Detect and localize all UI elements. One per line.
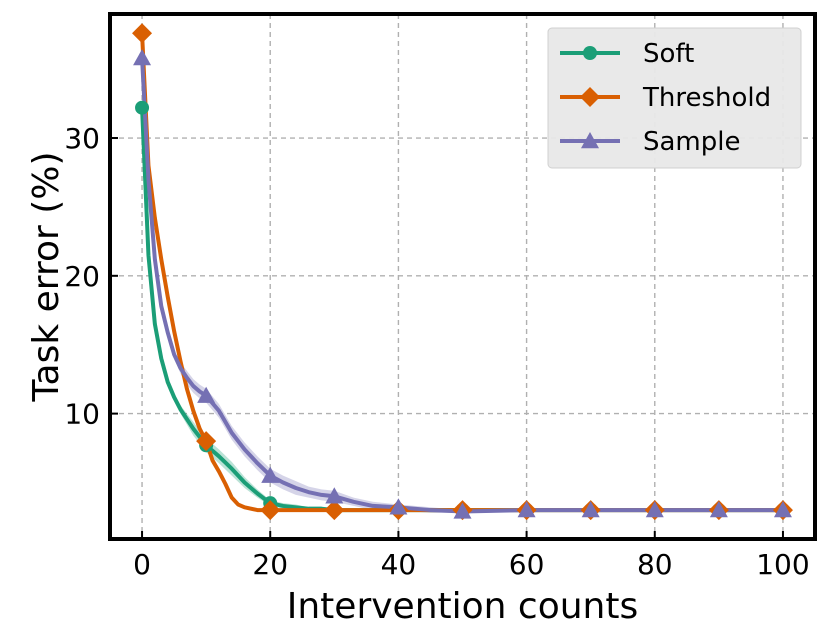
legend-soft-marker: [583, 46, 597, 60]
threshold-point: [196, 431, 217, 452]
sample-point: [389, 498, 408, 515]
sample-point: [581, 501, 600, 518]
x-axis-label: Intervention counts: [287, 586, 639, 627]
x-tick-label: 0: [133, 548, 151, 581]
legend-box: [547, 27, 802, 169]
sample-point: [773, 501, 792, 518]
legend-soft-label: Soft: [643, 39, 694, 69]
series-markers: [132, 23, 793, 521]
x-tick-label: 100: [756, 548, 809, 581]
x-tick-label: 20: [252, 548, 288, 581]
axis-ticks: 0 20 40 60 80 100 10 20 30: [64, 122, 809, 581]
y-tick-label: 10: [64, 398, 100, 431]
legend-threshold-marker: [580, 87, 600, 107]
sample-point: [709, 501, 728, 518]
sample-point: [197, 386, 216, 403]
sample-point: [325, 487, 344, 504]
sample-point: [517, 501, 536, 518]
sample-point: [261, 466, 280, 483]
x-tick-label: 40: [381, 548, 417, 581]
sample-point: [133, 49, 152, 66]
y-tick-label: 20: [64, 260, 100, 293]
y-axis-label: Task error (%): [26, 151, 67, 402]
sample-point: [453, 502, 472, 519]
x-tick-label: 80: [637, 548, 673, 581]
legend-sample-marker: [581, 132, 599, 149]
sample-point: [645, 501, 664, 518]
grid: [110, 14, 815, 539]
legend: Soft Threshold Sample: [547, 27, 802, 169]
threshold-point: [324, 500, 345, 521]
x-tick-label: 60: [509, 548, 545, 581]
threshold-point: [260, 500, 281, 521]
soft-point: [135, 100, 150, 115]
legend-threshold-label: Threshold: [642, 83, 771, 113]
y-tick-label: 30: [64, 122, 100, 155]
legend-sample-label: Sample: [643, 127, 741, 157]
threshold-point: [132, 23, 153, 44]
